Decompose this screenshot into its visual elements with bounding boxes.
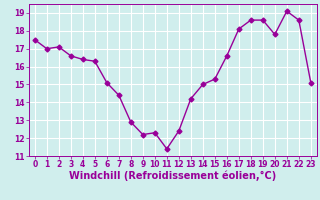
X-axis label: Windchill (Refroidissement éolien,°C): Windchill (Refroidissement éolien,°C) <box>69 171 276 181</box>
